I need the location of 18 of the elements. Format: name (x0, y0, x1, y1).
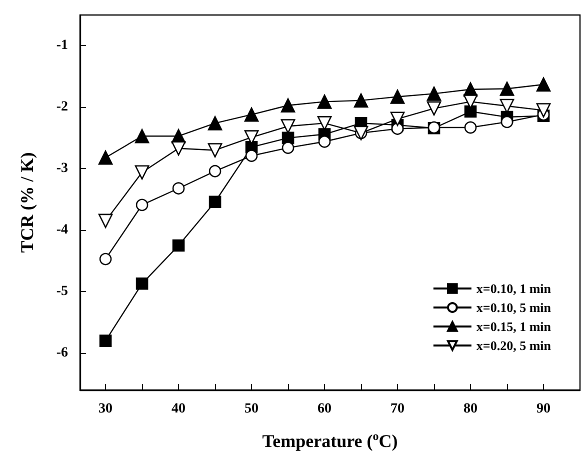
x-tick-label: 30 (98, 402, 113, 416)
y-tick-label: -6 (56, 346, 68, 361)
y-tick-label: -5 (56, 284, 68, 300)
x-tick-label: 40 (172, 402, 186, 416)
legend-label: x=0.20, 5 min (476, 338, 552, 353)
y-tick-label: -3 (56, 161, 68, 176)
x-tick-label: 60 (318, 402, 332, 416)
x-tick-label: 50 (244, 402, 259, 416)
y-tick-label: -1 (56, 38, 68, 54)
y-tick-label: -4 (56, 222, 68, 238)
x-tick-label: 80 (464, 402, 478, 416)
legend-label: x=0.10, 1 min (476, 281, 552, 296)
x-tick-label: 90 (536, 402, 551, 416)
y-tick-label: -2 (56, 100, 68, 115)
y-axis-title: TCR (% / K) (17, 152, 37, 253)
x-tick-label: 70 (390, 402, 405, 416)
legend-label: x=0.15, 1 min (476, 319, 552, 334)
legend-label: x=0.10, 5 min (476, 300, 552, 315)
